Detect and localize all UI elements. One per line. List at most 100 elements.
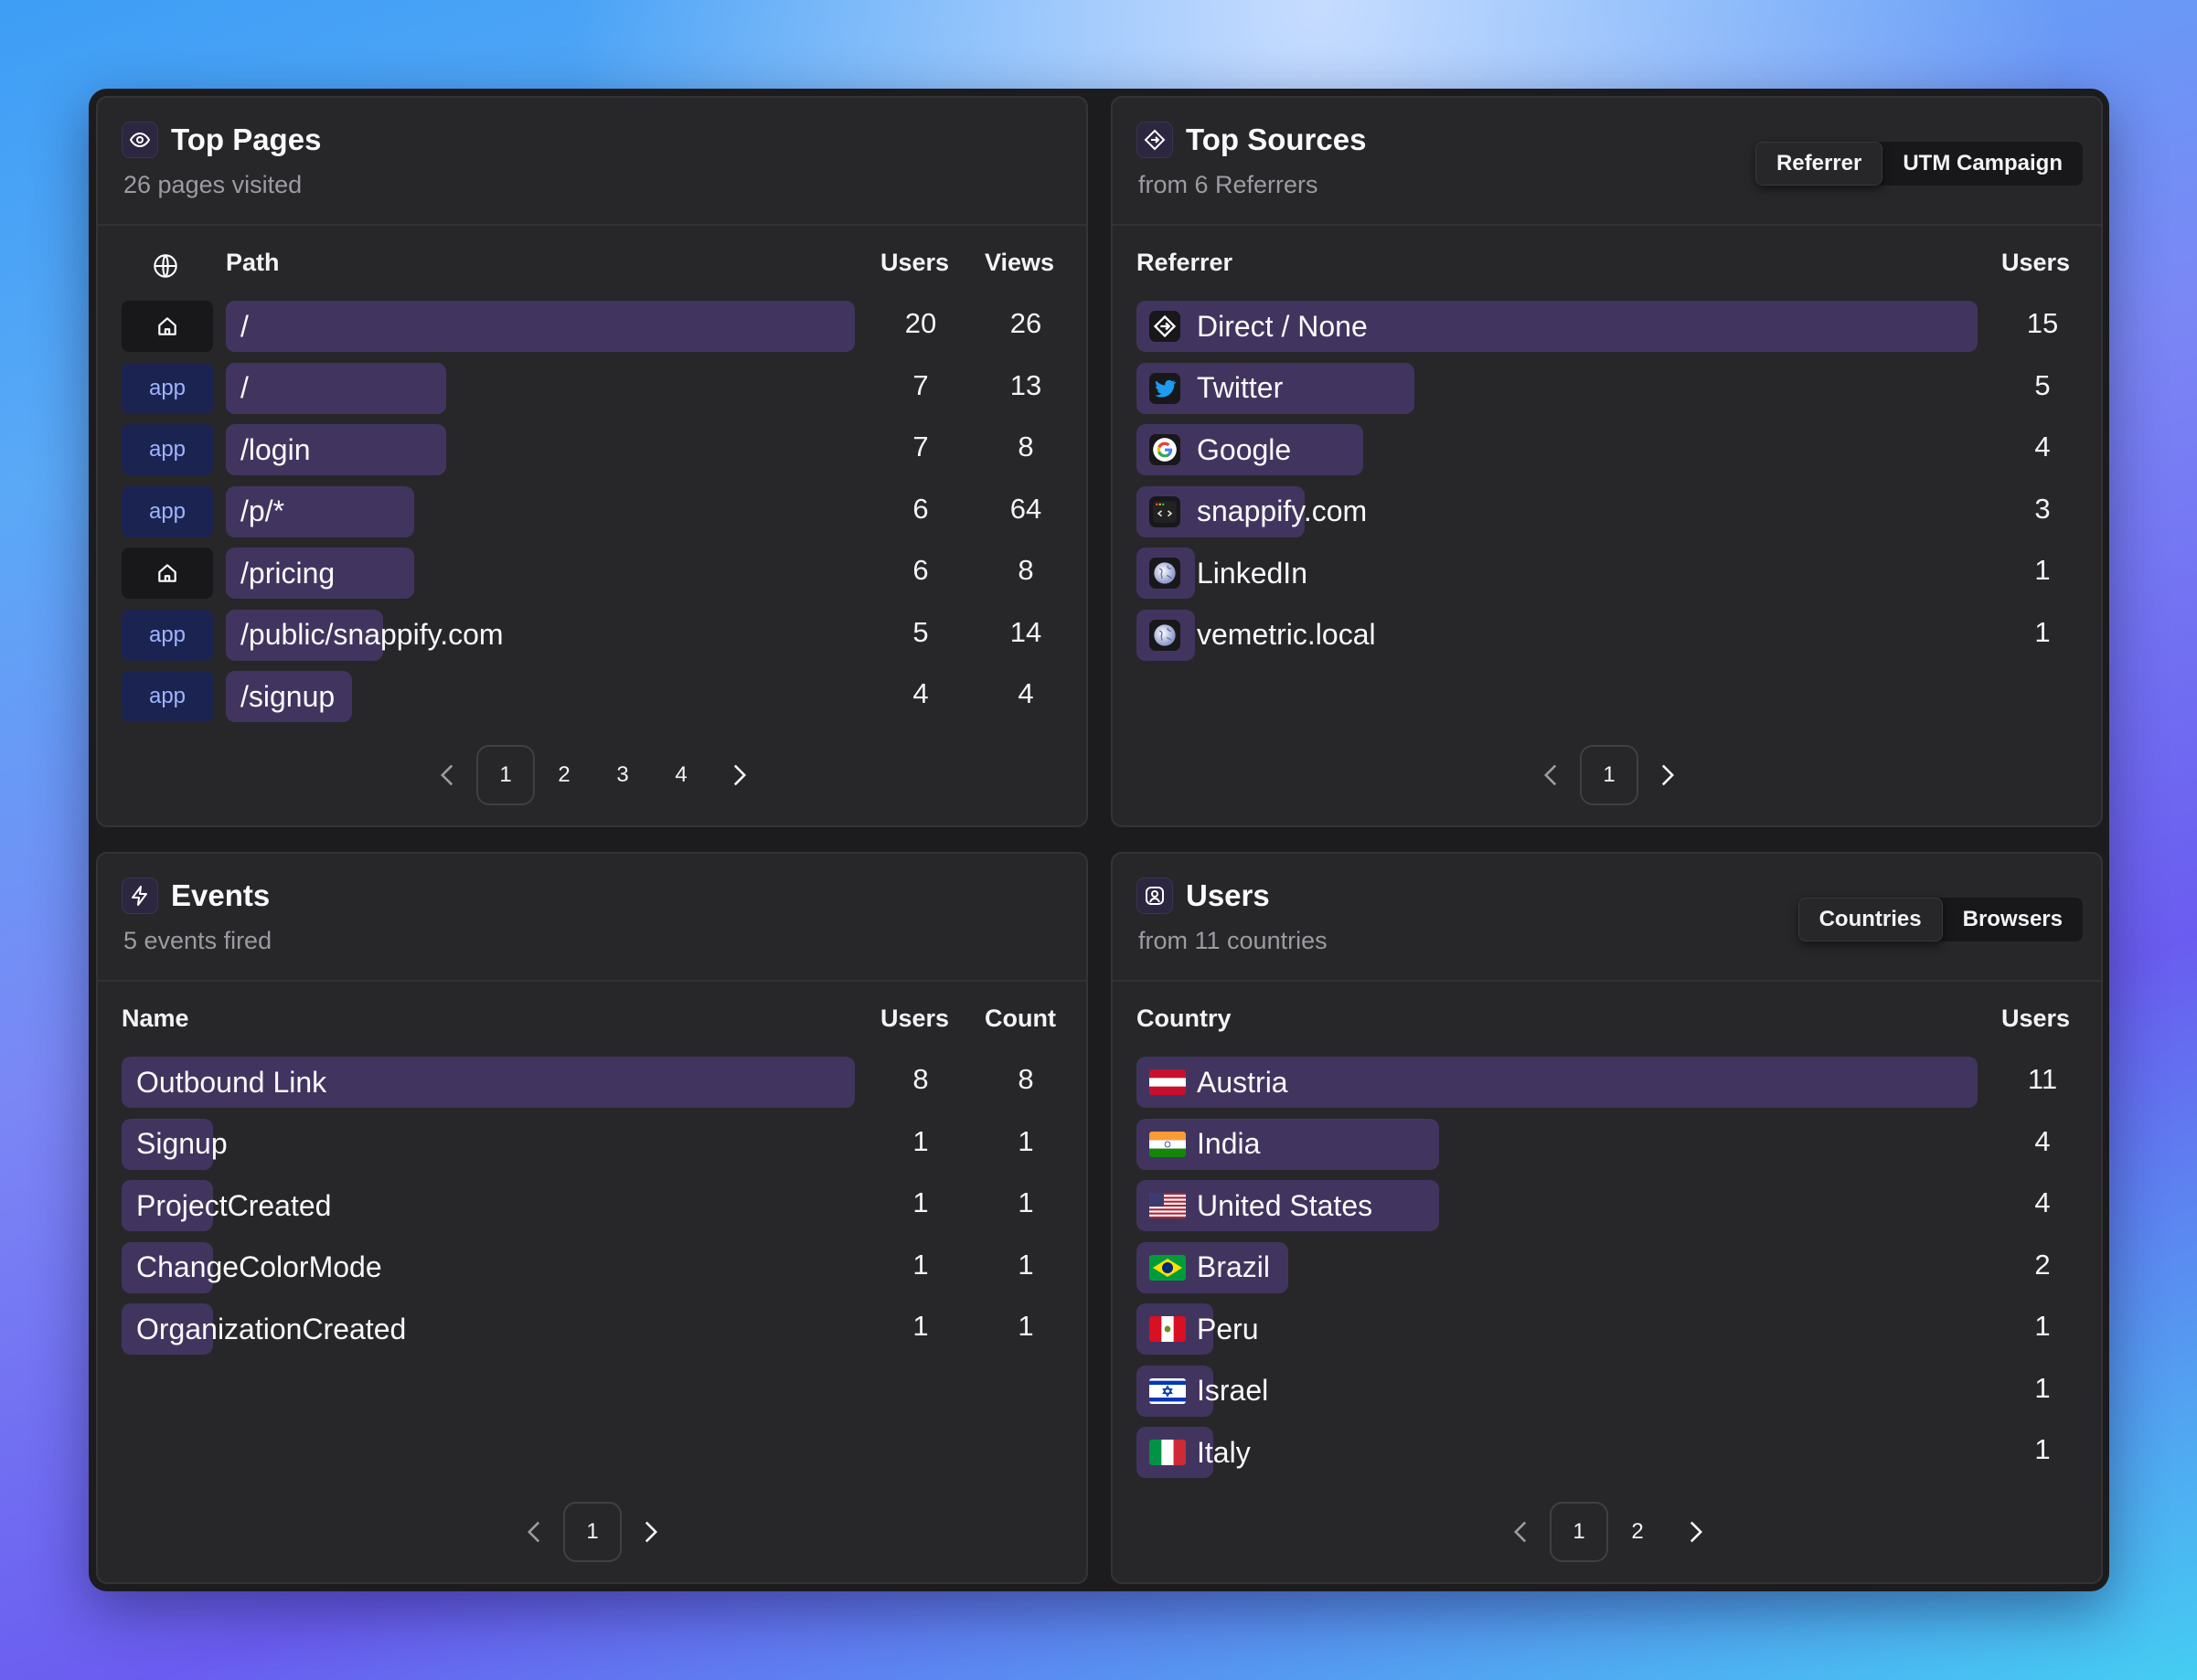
users-count: 3: [2034, 492, 2051, 525]
views-count: 8: [1018, 431, 1034, 463]
users-count: 2: [2034, 1248, 2051, 1281]
table-row[interactable]: snappify.com 3: [1136, 485, 2077, 548]
prev-page-button[interactable]: [1521, 745, 1580, 805]
next-page-button[interactable]: [1638, 745, 1697, 805]
panel-subtitle: from 11 countries: [1138, 927, 1328, 954]
table-row[interactable]: /pricing 6 8: [122, 548, 1062, 610]
country-name: Israel: [1197, 1374, 1269, 1407]
column-header-country[interactable]: Country: [1136, 1005, 1232, 1032]
prev-page-button[interactable]: [505, 1502, 563, 1562]
table-row[interactable]: Twitter 5: [1136, 362, 2077, 425]
page-button[interactable]: 1: [476, 745, 535, 805]
users-count: 1: [2034, 1371, 2051, 1404]
table-row[interactable]: Italy 1: [1136, 1427, 2077, 1489]
next-page-button[interactable]: [622, 1502, 680, 1562]
table-row[interactable]: ChangeColorMode 1 1: [122, 1241, 1062, 1304]
country-name: United States: [1197, 1188, 1373, 1222]
table-row[interactable]: Google 4: [1136, 424, 2077, 486]
eye-icon: [122, 122, 158, 158]
table-row[interactable]: vemetric.local 1: [1136, 609, 2077, 672]
home-icon: [122, 548, 213, 599]
column-header-users[interactable]: Users: [2001, 1005, 2071, 1032]
referrer-name: vemetric.local: [1197, 618, 1376, 651]
events-list: Outbound Link 8 8 Signup 1 1 ProjectCreated 1 1 C…: [122, 1057, 1062, 1366]
panel-subtitle: from 6 Referrers: [1138, 171, 1318, 198]
next-page-button[interactable]: [1667, 1502, 1725, 1562]
event-count: 1: [1018, 1310, 1034, 1342]
event-name: ProjectCreated: [136, 1188, 332, 1222]
views-count: 26: [1009, 307, 1042, 339]
table-row[interactable]: OrganizationCreated 1 1: [122, 1303, 1062, 1366]
page-button[interactable]: 2: [1631, 1519, 1644, 1544]
column-header-users[interactable]: Users: [2001, 249, 2071, 276]
value-bar: [1136, 362, 1414, 414]
tab-referrer[interactable]: Referrer: [1754, 142, 1883, 186]
tab-countries[interactable]: Countries: [1797, 898, 1943, 941]
table-row[interactable]: Brazil 2: [1136, 1241, 2077, 1304]
table-row[interactable]: app/p/* 6 64: [122, 485, 1062, 548]
direct-icon: [1149, 311, 1180, 342]
table-row[interactable]: Israel 1: [1136, 1365, 2077, 1428]
users-count: 1: [912, 1124, 929, 1157]
event-name: OrganizationCreated: [136, 1312, 407, 1345]
users-count: 6: [912, 554, 929, 586]
table-row[interactable]: app/signup 4 4: [122, 671, 1062, 733]
table-row[interactable]: Peru 1: [1136, 1303, 2077, 1366]
referrer-name: Google: [1197, 432, 1292, 466]
event-name: ChangeColorMode: [136, 1250, 382, 1283]
table-row[interactable]: Signup 1 1: [122, 1118, 1062, 1181]
value-bar: [1136, 1118, 1440, 1170]
table-row[interactable]: India 4: [1136, 1118, 2077, 1181]
page-button[interactable]: 1: [1550, 1502, 1608, 1562]
table-row[interactable]: LinkedIn 1: [1136, 548, 2077, 610]
table-row[interactable]: Outbound Link 8 8: [122, 1057, 1062, 1119]
column-header-name[interactable]: Name: [122, 1005, 189, 1032]
event-name: Outbound Link: [136, 1065, 327, 1099]
table-row[interactable]: / 20 26: [122, 301, 1062, 363]
page-button[interactable]: 1: [563, 1502, 622, 1562]
page-button[interactable]: 1: [1580, 745, 1638, 805]
table-row[interactable]: app/public/snappify.com 5 14: [122, 609, 1062, 672]
users-count: 1: [912, 1248, 929, 1281]
top-pages-list: /20 26 app/7 13 app/login 7 8 app/p/* 6 64/pricin…: [122, 301, 1062, 733]
users-panel: Users from 11 countries Countries Browse…: [1111, 852, 2103, 1584]
table-row[interactable]: Austria 11: [1136, 1057, 2077, 1119]
panel-title: Users: [1186, 878, 1270, 912]
table-row[interactable]: Direct / None 15: [1136, 301, 2077, 363]
flag-pe-icon: [1149, 1316, 1186, 1342]
prev-page-button[interactable]: [1491, 1502, 1550, 1562]
google-icon: [1149, 434, 1180, 465]
users-count: 4: [2034, 431, 2051, 463]
page-button[interactable]: 3: [616, 762, 629, 787]
table-row[interactable]: ProjectCreated 1 1: [122, 1180, 1062, 1242]
referrer-name: Direct / None: [1197, 309, 1368, 343]
globe-icon: [1149, 619, 1180, 651]
tab-browsers[interactable]: Browsers: [1962, 907, 2063, 931]
page-button[interactable]: 4: [675, 762, 688, 787]
column-header-count[interactable]: Count: [985, 1005, 1056, 1032]
column-header-users[interactable]: Users: [880, 1005, 950, 1032]
table-row[interactable]: app / 7 13: [122, 362, 1062, 425]
users-count: 11: [2027, 1063, 2058, 1095]
flag-us-icon: [1149, 1193, 1186, 1218]
page-path: /pricing: [240, 556, 336, 590]
column-header-path[interactable]: Path: [226, 249, 280, 276]
app-badge: app: [122, 362, 213, 414]
next-page-button[interactable]: [710, 745, 769, 805]
table-row[interactable]: United States 4: [1136, 1180, 2077, 1242]
prev-page-button[interactable]: [418, 745, 476, 805]
tab-utm-campaign[interactable]: UTM Campaign: [1903, 151, 2063, 175]
twitter-icon: [1149, 372, 1180, 404]
value-bar: [226, 301, 855, 352]
column-header-users[interactable]: Users: [880, 249, 950, 276]
column-header-referrer[interactable]: Referrer: [1136, 249, 1233, 276]
page-path: /public/snappify.com: [240, 618, 504, 651]
column-header-views[interactable]: Views: [985, 249, 1055, 276]
referrer-name: LinkedIn: [1197, 556, 1307, 590]
table-row[interactable]: app/login 7 8: [122, 424, 1062, 486]
page-button[interactable]: 2: [558, 762, 571, 787]
top-sources-panel: Top Sources from 6 Referrers Referrer UT…: [1111, 96, 2103, 827]
snappify-icon: [1149, 495, 1180, 527]
app-badge: app: [122, 671, 213, 722]
